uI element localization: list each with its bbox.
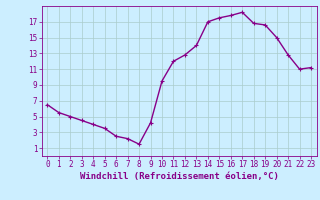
- X-axis label: Windchill (Refroidissement éolien,°C): Windchill (Refroidissement éolien,°C): [80, 172, 279, 181]
